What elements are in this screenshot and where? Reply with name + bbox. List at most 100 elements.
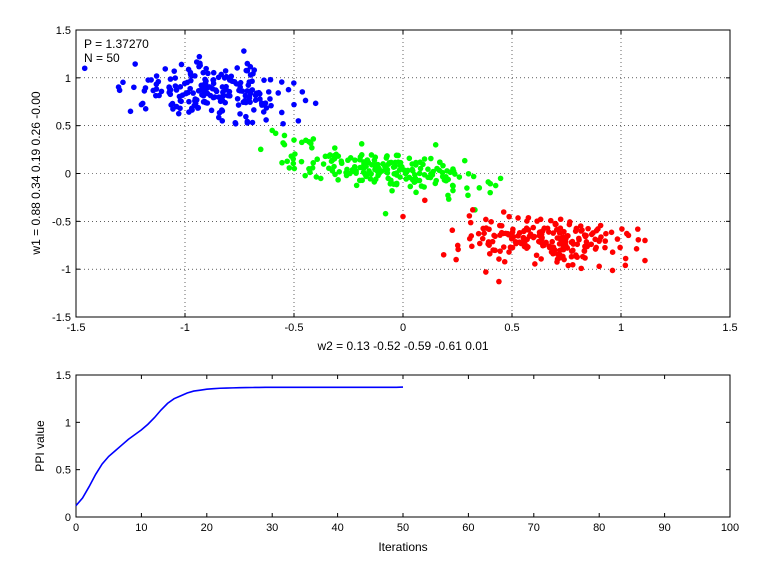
- scatter-point: [257, 146, 264, 153]
- scatter-point: [215, 74, 222, 81]
- scatter-point: [269, 127, 276, 134]
- scatter-point: [554, 235, 561, 241]
- line-x-tick-label: 40: [331, 522, 343, 534]
- scatter-point: [361, 163, 368, 170]
- scatter-point: [81, 65, 88, 72]
- scatter-point: [569, 261, 576, 268]
- scatter-point: [596, 263, 602, 270]
- scatter-point: [218, 107, 225, 113]
- scatter-point: [609, 249, 616, 256]
- scatter-point: [320, 161, 327, 167]
- scatter-point: [476, 240, 483, 247]
- scatter-point: [142, 106, 149, 112]
- scatter-point: [396, 167, 403, 173]
- scatter-point: [286, 165, 293, 171]
- scatter-point: [299, 89, 306, 95]
- scatter-point: [497, 232, 503, 238]
- scatter-point: [581, 248, 588, 254]
- scatter-point: [202, 98, 208, 105]
- scatter-point: [585, 225, 591, 232]
- scatter-point: [177, 84, 184, 90]
- scatter-point: [195, 88, 202, 94]
- scatter-point: [617, 244, 623, 251]
- scatter-point: [202, 88, 208, 94]
- scatter-point: [622, 262, 629, 269]
- scatter-point: [168, 102, 174, 108]
- scatter-point: [578, 265, 585, 272]
- scatter-point: [329, 156, 336, 163]
- scatter-point: [302, 172, 308, 179]
- scatter-point: [642, 237, 648, 244]
- scatter-point: [231, 78, 238, 85]
- scatter-point: [310, 136, 317, 142]
- scatter-point: [280, 120, 286, 127]
- scatter-point: [222, 68, 229, 74]
- scatter-point: [500, 209, 507, 215]
- scatter-point: [247, 90, 254, 97]
- scatter-point: [523, 243, 530, 249]
- scatter-point: [642, 257, 648, 264]
- scatter-point: [406, 155, 413, 162]
- scatter-point: [291, 101, 297, 108]
- scatter-point: [500, 244, 507, 250]
- scatter-point: [250, 71, 256, 77]
- scatter-point: [351, 163, 358, 170]
- scatter-point: [186, 98, 192, 105]
- scatter-point: [578, 228, 584, 234]
- scatter-point: [445, 176, 452, 183]
- scatter-point: [361, 159, 367, 165]
- scatter-point: [261, 77, 267, 83]
- scatter-y-axis-label: w1 = 0.88 0.34 0.19 0.26 -0.00: [29, 91, 43, 255]
- scatter-point: [437, 159, 443, 166]
- scatter-point: [219, 118, 226, 124]
- scatter-point: [433, 177, 440, 184]
- scatter-point: [559, 246, 565, 253]
- scatter-point: [327, 152, 333, 158]
- scatter-x-tick-label: -0.5: [285, 322, 304, 334]
- scatter-point: [444, 168, 450, 174]
- scatter-point: [614, 236, 621, 242]
- scatter-point: [603, 230, 609, 237]
- scatter-y-tick-label: 1: [65, 73, 71, 85]
- scatter-point: [232, 119, 239, 126]
- scatter-point: [557, 216, 564, 223]
- scatter-point: [506, 249, 512, 255]
- scatter-point: [537, 216, 544, 223]
- scatter-point: [488, 218, 494, 225]
- cluster-0: [81, 48, 319, 127]
- scatter-point: [609, 267, 616, 274]
- scatter-point: [236, 87, 242, 94]
- scatter-point: [392, 163, 398, 170]
- scatter-point: [331, 163, 337, 170]
- scatter-y-tick-label: 0.5: [56, 121, 71, 133]
- scatter-point: [358, 141, 365, 147]
- scatter-point: [298, 139, 305, 146]
- scatter-point: [540, 241, 547, 248]
- scatter-grid: [76, 30, 730, 317]
- scatter-point: [175, 110, 182, 117]
- scatter-x-tick-label: 0: [400, 322, 406, 334]
- scatter-point: [152, 92, 159, 99]
- scatter-point: [188, 105, 195, 112]
- scatter-points: [81, 48, 648, 285]
- line-x-tick-label: 10: [135, 522, 147, 534]
- scatter-point: [211, 94, 218, 100]
- scatter-point: [453, 256, 459, 263]
- scatter-point: [619, 226, 625, 232]
- line-x-tick-label: 0: [73, 522, 79, 534]
- line-x-tick-label: 80: [593, 522, 605, 534]
- scatter-point: [198, 82, 205, 89]
- line-x-axis-label: Iterations: [378, 540, 427, 554]
- scatter-point: [265, 89, 272, 95]
- scatter-point: [496, 256, 502, 262]
- scatter-x-tick-label: 1: [618, 322, 624, 334]
- scatter-point: [237, 79, 244, 86]
- scatter-point: [492, 247, 498, 254]
- scatter-point: [552, 247, 558, 253]
- scatter-point: [197, 62, 203, 69]
- scatter-point: [260, 109, 267, 115]
- scatter-point: [479, 235, 486, 242]
- scatter-point: [167, 76, 174, 82]
- line-y-axis-label: PPI value: [33, 420, 47, 472]
- scatter-point: [389, 187, 395, 194]
